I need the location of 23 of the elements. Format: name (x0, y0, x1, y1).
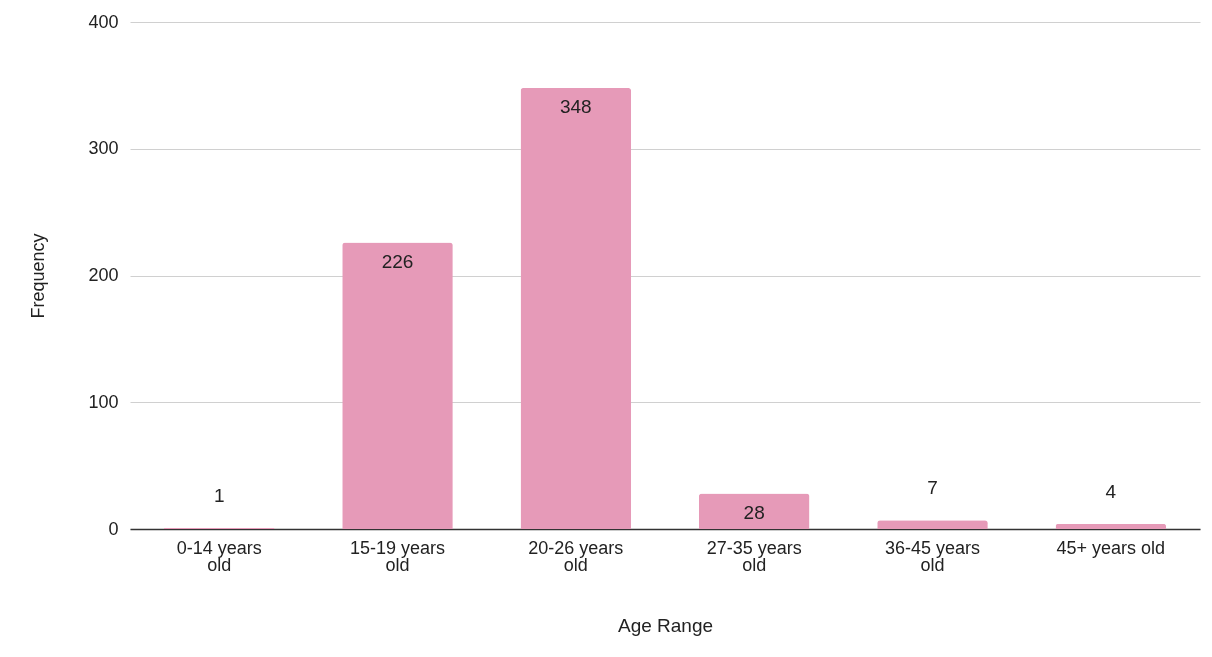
data-label: 1 (213, 484, 225, 506)
x-tick-label: 20-26 years old (528, 537, 624, 575)
data-label: 4 (1105, 480, 1117, 502)
bar (520, 87, 632, 529)
y-tick-label: 200 (88, 265, 119, 285)
data-label: 226 (381, 250, 414, 272)
x-tick-label: 15-19 years old (349, 537, 446, 575)
y-tick-label: 300 (88, 138, 119, 159)
bar (1055, 523, 1167, 529)
y-axis-title: Frequency (28, 233, 49, 319)
x-axis-title: Age Range (617, 614, 714, 636)
x-tick-label: 36-45 years old (884, 537, 981, 575)
x-tick-label: 45+ years old (1056, 537, 1166, 558)
y-tick-label: 0 (108, 518, 119, 539)
data-label: 28 (743, 501, 765, 523)
bar (698, 493, 810, 529)
y-tick-label: 400 (88, 11, 119, 32)
data-label: 348 (559, 95, 592, 117)
data-label: 7 (927, 477, 938, 499)
x-tick-label: 0-14 years old (176, 537, 262, 575)
x-tick-label: 27-35 years old (706, 537, 802, 575)
bar (342, 242, 453, 529)
y-tick-label: 100 (88, 391, 119, 412)
